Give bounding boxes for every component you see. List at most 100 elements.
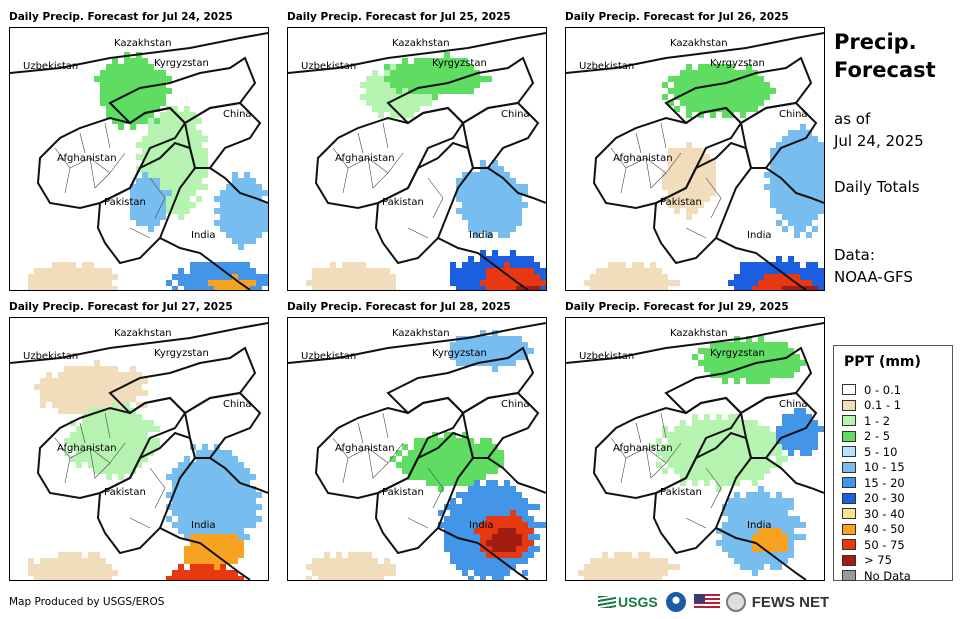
legend-label: 1 - 2 [864,413,891,428]
place-label-kazakhstan: Kazakhstan [114,328,172,339]
place-label-afghanistan: Afghanistan [57,443,117,454]
legend-swatch [842,539,856,550]
place-label-kyrgyzstan: Kyrgyzstan [710,58,765,69]
place-label-kazakhstan: Kazakhstan [670,328,728,339]
place-label-afghanistan: Afghanistan [613,443,673,454]
forecast-map-1 [9,27,269,291]
as-of-text: as of Jul 24, 2025 [834,108,924,152]
legend-swatch [842,399,856,411]
place-label-uzbekistan: Uzbekistan [579,61,635,72]
data-line2: NOAA-GFS [834,268,913,286]
fews-net-logo: FEWS NET [751,593,830,611]
legend-item: No Data [842,568,911,583]
legend-item: 50 - 75 [842,537,905,552]
panel-title-1: Daily Precip. Forecast for Jul 24, 2025 [9,11,233,23]
place-label-india: India [747,230,772,241]
place-label-uzbekistan: Uzbekistan [301,351,357,362]
place-label-kazakhstan: Kazakhstan [392,38,450,49]
side-title: Precip. Forecast [834,28,936,84]
legend-item: 1 - 2 [842,413,890,428]
forecast-map-3 [565,27,825,291]
panel-title-3: Daily Precip. Forecast for Jul 26, 2025 [565,11,789,23]
usgs-logo: USGS [598,594,658,610]
place-label-kyrgyzstan: Kyrgyzstan [154,348,209,359]
place-label-kyrgyzstan: Kyrgyzstan [154,58,209,69]
legend-label: 50 - 75 [864,537,905,552]
legend-item: 0.1 - 1 [842,398,901,413]
place-label-pakistan: Pakistan [104,197,146,208]
legend-label: 20 - 30 [864,491,905,505]
legend-swatch [842,415,856,426]
place-label-india: India [191,520,216,531]
place-label-afghanistan: Afghanistan [57,153,117,164]
logo-strip: USGS FEWS NET [598,591,829,613]
place-label-afghanistan: Afghanistan [335,443,395,454]
place-label-pakistan: Pakistan [382,487,424,498]
place-label-india: India [469,230,494,241]
legend-label: No Data [864,568,911,583]
place-label-kazakhstan: Kazakhstan [114,38,172,49]
legend-swatch [842,446,856,457]
place-label-india: India [191,230,216,241]
place-label-pakistan: Pakistan [660,487,702,498]
place-label-india: India [747,520,772,531]
forecast-map-6 [565,317,825,581]
place-label-kyrgyzstan: Kyrgyzstan [432,348,487,359]
place-label-kyrgyzstan: Kyrgyzstan [710,348,765,359]
legend-label: 5 - 10 [864,444,898,459]
place-label-afghanistan: Afghanistan [613,153,673,164]
legend-item: 15 - 20 [842,475,905,490]
legend-label: 10 - 15 [864,460,905,474]
place-label-china: China [223,109,252,120]
place-label-pakistan: Pakistan [382,197,424,208]
legend-item: 5 - 10 [842,444,897,459]
panel-title-6: Daily Precip. Forecast for Jul 29, 2025 [565,301,789,313]
legend-swatch [842,461,856,473]
panel-title-4: Daily Precip. Forecast for Jul 27, 2025 [9,301,233,313]
daily-totals-text: Daily Totals [834,178,920,196]
usgs-logo-text: USGS [618,594,658,610]
usgs-mark-icon [598,596,616,608]
place-label-india: India [469,520,494,531]
place-label-china: China [779,399,808,410]
legend-item: > 75 [842,553,892,568]
legend-item: 2 - 5 [842,429,890,444]
legend-label: 15 - 20 [864,475,905,490]
place-label-china: China [501,399,530,410]
legend-label: 0 - 0.1 [864,382,902,397]
forecast-map-2 [287,27,547,291]
legend-label: 30 - 40 [864,506,905,521]
legend-item: 20 - 30 [842,491,905,506]
legend-title: PPT (mm) [844,354,921,370]
place-label-afghanistan: Afghanistan [335,153,395,164]
panel-title-5: Daily Precip. Forecast for Jul 28, 2025 [287,301,511,313]
place-label-kazakhstan: Kazakhstan [392,328,450,339]
forecast-map-5 [287,317,547,581]
us-flag-icon [693,594,720,610]
place-label-china: China [501,109,530,120]
legend-swatch [842,492,856,504]
data-line1: Data: [834,246,875,264]
legend-swatch [842,508,856,519]
legend-label: 40 - 50 [864,522,905,536]
legend-label: 2 - 5 [864,429,891,443]
legend-swatch [842,570,856,581]
legend-item: 10 - 15 [842,460,905,475]
legend-label: > 75 [864,553,892,567]
legend-swatch [842,523,856,535]
side-title-line1: Precip. [834,30,917,54]
legend-swatch [842,554,856,566]
legend-swatch [842,384,856,395]
legend-item: 40 - 50 [842,522,905,537]
panel-title-2: Daily Precip. Forecast for Jul 25, 2025 [287,11,511,23]
place-label-uzbekistan: Uzbekistan [579,351,635,362]
place-label-china: China [779,109,808,120]
place-label-kyrgyzstan: Kyrgyzstan [432,58,487,69]
side-title-line2: Forecast [834,58,936,82]
place-label-uzbekistan: Uzbekistan [23,351,79,362]
data-source-text: Data: NOAA-GFS [834,244,913,288]
place-label-pakistan: Pakistan [660,197,702,208]
legend-swatch [842,477,856,488]
state-seal-icon [725,592,746,612]
